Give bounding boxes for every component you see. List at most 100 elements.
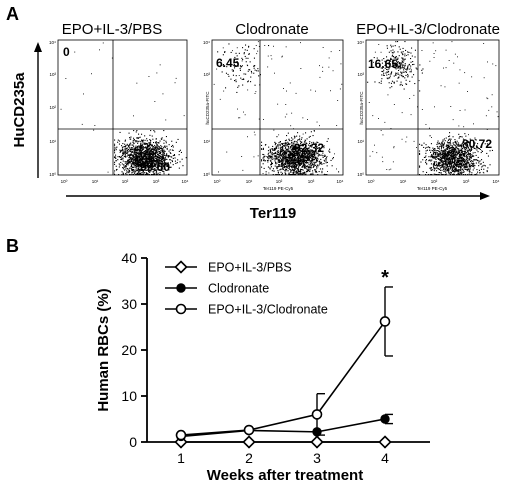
flow-dot <box>288 161 290 163</box>
flow-dot <box>313 164 315 166</box>
flow-dot <box>244 55 246 57</box>
flow-y-tick: 10¹ <box>49 139 56 144</box>
flow-dot <box>163 168 165 170</box>
flow-dot <box>470 139 472 141</box>
flow-dot <box>445 170 447 172</box>
flow-dot <box>401 64 403 66</box>
flow-dot <box>314 169 316 171</box>
flow-dot <box>163 146 165 148</box>
flow-dot <box>484 143 486 145</box>
flow-dot <box>384 61 386 63</box>
flow-dot <box>396 63 398 65</box>
flow-dot <box>275 162 277 164</box>
flow-dot <box>399 65 401 67</box>
flow-dot <box>450 157 452 159</box>
flow-dot <box>312 154 314 156</box>
flow-dot <box>469 171 471 173</box>
flow-dot <box>296 158 298 160</box>
flow-dot <box>166 165 168 167</box>
flow-dot <box>443 169 445 171</box>
flow-dot <box>164 163 166 165</box>
flow-dot <box>423 156 425 158</box>
flow-dot <box>145 156 147 158</box>
flow-dot <box>395 68 397 70</box>
flow-dot <box>294 144 296 146</box>
flow-dot <box>291 137 293 139</box>
flow-dot <box>381 67 383 69</box>
flow-dot <box>395 57 397 59</box>
flow-dot <box>163 153 165 155</box>
flow-dot <box>291 146 293 148</box>
flow-dot <box>466 160 468 162</box>
flow-dot <box>282 169 284 171</box>
flow-dot <box>467 174 469 176</box>
flow-dot <box>446 154 447 155</box>
flow-dot <box>442 161 444 163</box>
flow-dot <box>281 174 283 176</box>
flow-dot <box>138 153 140 155</box>
flow-dot <box>159 162 161 164</box>
flow-dot <box>146 160 148 162</box>
flow-dot <box>403 69 405 71</box>
flow-dot <box>239 117 241 119</box>
flow-dot <box>296 148 298 150</box>
flow-dot <box>273 157 275 159</box>
flow-dot <box>447 164 449 166</box>
flow-dot <box>139 156 141 158</box>
flow-dot <box>299 161 301 163</box>
flow-dot <box>150 145 152 147</box>
flow-x-tick: 10¹ <box>246 179 253 184</box>
flow-y-ticks: 10⁰ 10¹ 10³ 10⁴ <box>357 40 364 177</box>
flow-dot <box>439 145 441 147</box>
flow-dot <box>262 173 264 174</box>
flow-dot <box>296 159 298 161</box>
flow-dot <box>441 164 443 166</box>
flow-dot <box>132 154 134 156</box>
flow-dot <box>310 149 312 151</box>
flow-dot <box>125 144 127 146</box>
flow-dot <box>155 166 157 168</box>
flow-dot <box>297 172 299 174</box>
flow-dot <box>171 145 173 147</box>
flow-dot <box>315 149 317 151</box>
flow-dot <box>116 169 118 171</box>
flow-dot <box>310 165 312 167</box>
flow-dot <box>462 142 464 144</box>
flow-dot <box>453 174 455 176</box>
flow-dot <box>175 141 177 143</box>
flow-dot <box>430 169 432 171</box>
flow-dot <box>491 106 493 108</box>
flow-dot <box>474 174 476 176</box>
flow-dot <box>320 149 322 151</box>
flow-dot <box>291 153 293 155</box>
flow-dot <box>302 165 304 167</box>
flow-dot <box>311 162 313 164</box>
flow-dot <box>281 165 283 167</box>
flow-dot <box>129 143 131 145</box>
flow-dot <box>464 160 466 162</box>
flow-dot <box>458 171 460 173</box>
flow-dot <box>144 166 146 168</box>
flow-dot <box>471 172 473 174</box>
flow-dot <box>445 173 447 175</box>
flow-dot <box>440 172 442 174</box>
flow-dot <box>281 56 283 58</box>
flow-dot <box>225 87 227 89</box>
flow-dot <box>434 152 436 154</box>
flow-dot <box>145 169 147 171</box>
flow-dot <box>328 150 330 152</box>
flow-dot <box>148 156 150 158</box>
flow-dot <box>441 141 443 143</box>
flow-dot <box>138 171 140 173</box>
flow-dot <box>283 164 285 166</box>
flow-x-tick: 10² <box>276 179 283 184</box>
flow-dot <box>249 61 251 63</box>
flow-dot <box>131 144 133 146</box>
flow-dot <box>115 149 117 151</box>
flow-dot <box>314 169 316 171</box>
flow-dot <box>122 146 124 148</box>
flow-dot <box>141 149 143 151</box>
flow-dot <box>445 49 447 51</box>
flow-dot <box>142 163 144 165</box>
flow-dot <box>131 167 133 169</box>
